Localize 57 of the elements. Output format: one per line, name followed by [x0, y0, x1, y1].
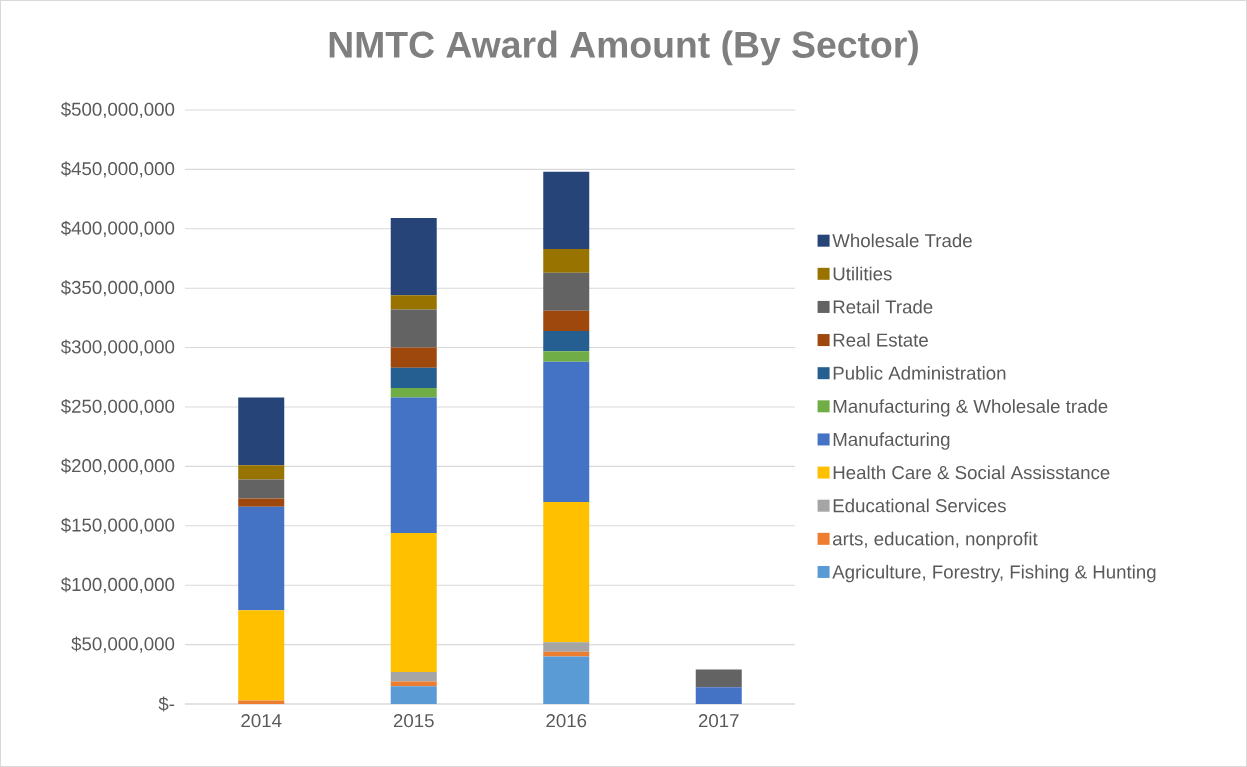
bar [238, 479, 285, 499]
bar [390, 367, 437, 388]
bar [238, 610, 285, 701]
bar [543, 351, 590, 362]
bar [390, 387, 437, 398]
bar [390, 681, 437, 687]
bar [543, 310, 590, 331]
bar [238, 397, 285, 466]
bar [543, 171, 590, 249]
bar [390, 397, 437, 533]
legend-label: Utilities [833, 266, 892, 281]
legend-label: Agriculture, Forestry, Fishing & Hunting [832, 564, 1156, 583]
legend-label: Wholesale Trade [832, 233, 972, 248]
legend-label: Manufacturing & Wholesale trade [833, 399, 1108, 417]
x-tick-label: 2017 [698, 714, 739, 728]
y-tick-label: $350,000,000 [60, 280, 175, 297]
bar [390, 218, 437, 296]
bar [390, 686, 437, 705]
legend-label: Public Administration [833, 366, 1006, 380]
bar [543, 330, 590, 352]
chart-title: NMTC Award Amount (By Sector) [329, 30, 918, 66]
y-tick-label: $400,000,000 [60, 220, 175, 237]
bar [543, 656, 590, 705]
legend-label: Retail Trade [833, 299, 933, 314]
y-tick-label: $450,000,000 [60, 161, 175, 178]
bar [695, 669, 742, 688]
x-tick-label: 2014 [241, 714, 282, 728]
bar [390, 532, 437, 672]
bar [238, 465, 285, 480]
bar [238, 498, 285, 507]
legend-label: Health Care & Social Assisstance [833, 465, 1110, 480]
bar [695, 687, 742, 705]
bar [390, 671, 437, 682]
bar [390, 347, 437, 368]
bar [543, 272, 590, 311]
x-tick-label: 2016 [546, 714, 587, 728]
bar [238, 506, 285, 611]
y-tick-label: $300,000,000 [60, 339, 175, 356]
bar [390, 309, 437, 348]
y-tick-label: $500,000,000 [60, 101, 175, 119]
legend-label: Manufacturing [833, 432, 950, 450]
y-tick-label: $50,000,000 [71, 636, 175, 653]
bar [390, 295, 437, 310]
bar [543, 361, 590, 503]
x-tick-label: 2015 [393, 714, 434, 728]
bar [543, 502, 590, 643]
legend-label: Real Estate [833, 332, 928, 347]
bar [238, 700, 285, 705]
y-tick-label: $- [158, 696, 175, 712]
y-tick-label: $100,000,000 [60, 577, 175, 594]
legend-label: arts, education, nonprofit [833, 531, 1038, 550]
y-tick-label: $150,000,000 [60, 517, 175, 534]
y-tick-label: $200,000,000 [60, 458, 175, 475]
legend-label: Educational Services [833, 498, 1006, 513]
y-tick-label: $250,000,000 [60, 398, 175, 416]
bar [543, 248, 590, 273]
bar [543, 642, 590, 652]
